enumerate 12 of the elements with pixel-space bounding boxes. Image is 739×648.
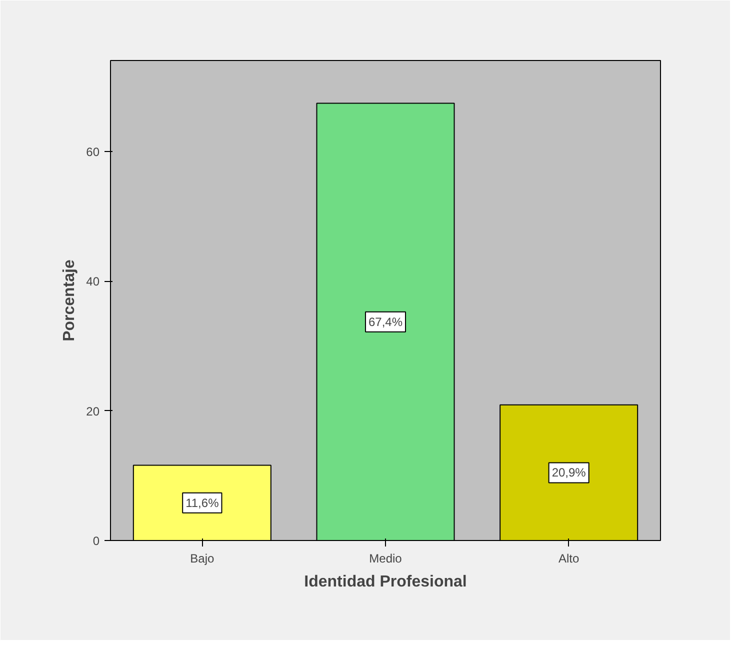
y-tick-label: 0: [92, 534, 100, 548]
y-tick-label: 20: [86, 404, 100, 418]
data-label: 11,6%: [186, 496, 220, 510]
data-label: 67,4%: [368, 314, 403, 329]
y-axis-title: Porcentaje: [61, 259, 78, 342]
x-tick-label: Medio: [369, 552, 402, 566]
data-label: 20,9%: [552, 466, 586, 480]
x-tick-label: Alto: [558, 552, 580, 566]
x-axis-title: Identidad Profesional: [304, 574, 467, 590]
y-tick-label: 40: [86, 274, 100, 289]
x-tick-label: Bajo: [190, 552, 214, 566]
y-tick-label: 60: [86, 144, 100, 159]
